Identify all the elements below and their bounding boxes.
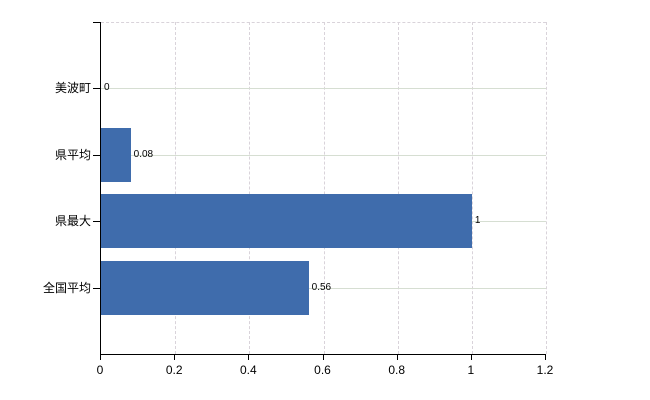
x-axis-tick (174, 355, 176, 360)
y-axis-tick (93, 221, 100, 223)
x-axis-tick (396, 355, 398, 360)
x-axis-tick-label: 0.6 (314, 363, 331, 377)
y-axis-tick (93, 154, 100, 156)
y-axis-category-label: 県平均 (54, 147, 91, 162)
y-axis-category-label: 県最大 (54, 214, 91, 229)
x-axis-tick-label: 1 (467, 363, 475, 377)
bar (101, 194, 472, 249)
bar (101, 260, 309, 315)
bar-value-label: 0.56 (311, 281, 332, 293)
y-axis-category-label: 全国平均 (42, 280, 91, 295)
bar-value-label: 0.08 (133, 148, 154, 160)
gridline-horizontal (101, 287, 546, 289)
x-axis-tick-label: 1.2 (536, 363, 554, 377)
x-axis-tick (545, 355, 546, 360)
gridline-horizontal (101, 88, 546, 90)
x-axis-tick (248, 355, 250, 360)
x-axis-tick-label: 0.8 (388, 363, 405, 377)
bar-value-label: 1 (474, 215, 481, 227)
x-axis-tick-label: 0.2 (165, 363, 183, 377)
gridline-vertical (471, 22, 473, 354)
gridline-horizontal (101, 154, 546, 156)
x-axis-tick-label: 0.4 (239, 363, 257, 377)
gridline-vertical (546, 22, 547, 354)
bar-value-label: 0 (104, 82, 110, 94)
gridline-vertical (397, 22, 399, 354)
x-axis-tick-label: 0 (96, 363, 104, 377)
gridline-vertical (323, 22, 325, 354)
x-axis-tick (322, 355, 324, 360)
x-axis-tick (470, 355, 472, 360)
y-axis-category-label: 美波町 (54, 81, 91, 96)
gridline-vertical (249, 22, 251, 354)
x-axis-tick (100, 355, 101, 360)
plot-area: 0 0.08 1 0.56 (100, 22, 547, 355)
gridline-vertical (175, 22, 177, 354)
y-axis-tick (93, 88, 100, 90)
y-axis-tick (93, 22, 100, 23)
bar (101, 127, 131, 182)
y-axis-tick (93, 287, 100, 289)
